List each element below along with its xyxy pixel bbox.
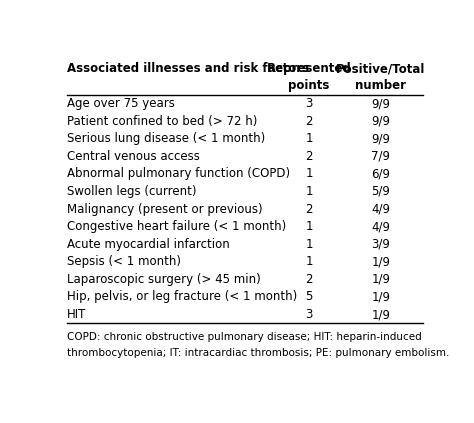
Text: Laparoscopic surgery (> 45 min): Laparoscopic surgery (> 45 min) [66, 273, 260, 286]
Text: thrombocytopenia; IT: intracardiac thrombosis; PE: pulmonary embolism.: thrombocytopenia; IT: intracardiac throm… [66, 349, 449, 358]
Text: 2: 2 [305, 115, 313, 128]
Text: Swollen legs (current): Swollen legs (current) [66, 185, 196, 198]
Text: Abnormal pulmonary function (COPD): Abnormal pulmonary function (COPD) [66, 168, 290, 180]
Text: 3: 3 [305, 97, 313, 110]
Text: 1: 1 [305, 185, 313, 198]
Text: 9/9: 9/9 [371, 132, 390, 145]
Text: 9/9: 9/9 [371, 115, 390, 128]
Text: 2: 2 [305, 150, 313, 163]
Text: 1: 1 [305, 132, 313, 145]
Text: Serious lung disease (< 1 month): Serious lung disease (< 1 month) [66, 132, 265, 145]
Text: Associated illnesses and risk factors: Associated illnesses and risk factors [66, 62, 309, 75]
Text: points: points [288, 79, 330, 92]
Text: 2: 2 [305, 273, 313, 286]
Text: 4/9: 4/9 [371, 203, 390, 216]
Text: Congestive heart failure (< 1 month): Congestive heart failure (< 1 month) [66, 220, 286, 233]
Text: Malignancy (present or previous): Malignancy (present or previous) [66, 203, 262, 216]
Text: 1: 1 [305, 255, 313, 268]
Text: 1: 1 [305, 168, 313, 180]
Text: 1/9: 1/9 [371, 273, 390, 286]
Text: 1/9: 1/9 [371, 308, 390, 321]
Text: 9/9: 9/9 [371, 97, 390, 110]
Text: Acute myocardial infarction: Acute myocardial infarction [66, 238, 229, 251]
Text: 7/9: 7/9 [371, 150, 390, 163]
Text: 3: 3 [305, 308, 313, 321]
Text: 1/9: 1/9 [371, 291, 390, 303]
Text: 5/9: 5/9 [371, 185, 390, 198]
Text: Hip, pelvis, or leg fracture (< 1 month): Hip, pelvis, or leg fracture (< 1 month) [66, 291, 297, 303]
Text: Patient confined to bed (> 72 h): Patient confined to bed (> 72 h) [66, 115, 257, 128]
Text: number: number [355, 79, 406, 92]
Text: Positive/Total: Positive/Total [336, 62, 425, 75]
Text: 1: 1 [305, 220, 313, 233]
Text: 3/9: 3/9 [371, 238, 390, 251]
Text: Represented: Represented [267, 62, 351, 75]
Text: Sepsis (< 1 month): Sepsis (< 1 month) [66, 255, 181, 268]
Text: 4/9: 4/9 [371, 220, 390, 233]
Text: 1: 1 [305, 238, 313, 251]
Text: Age over 75 years: Age over 75 years [66, 97, 174, 110]
Text: 6/9: 6/9 [371, 168, 390, 180]
Text: COPD: chronic obstructive pulmonary disease; HIT: heparin-induced: COPD: chronic obstructive pulmonary dise… [66, 332, 421, 341]
Text: 2: 2 [305, 203, 313, 216]
Text: HIT: HIT [66, 308, 86, 321]
Text: Central venous access: Central venous access [66, 150, 200, 163]
Text: 5: 5 [305, 291, 313, 303]
Text: 1/9: 1/9 [371, 255, 390, 268]
